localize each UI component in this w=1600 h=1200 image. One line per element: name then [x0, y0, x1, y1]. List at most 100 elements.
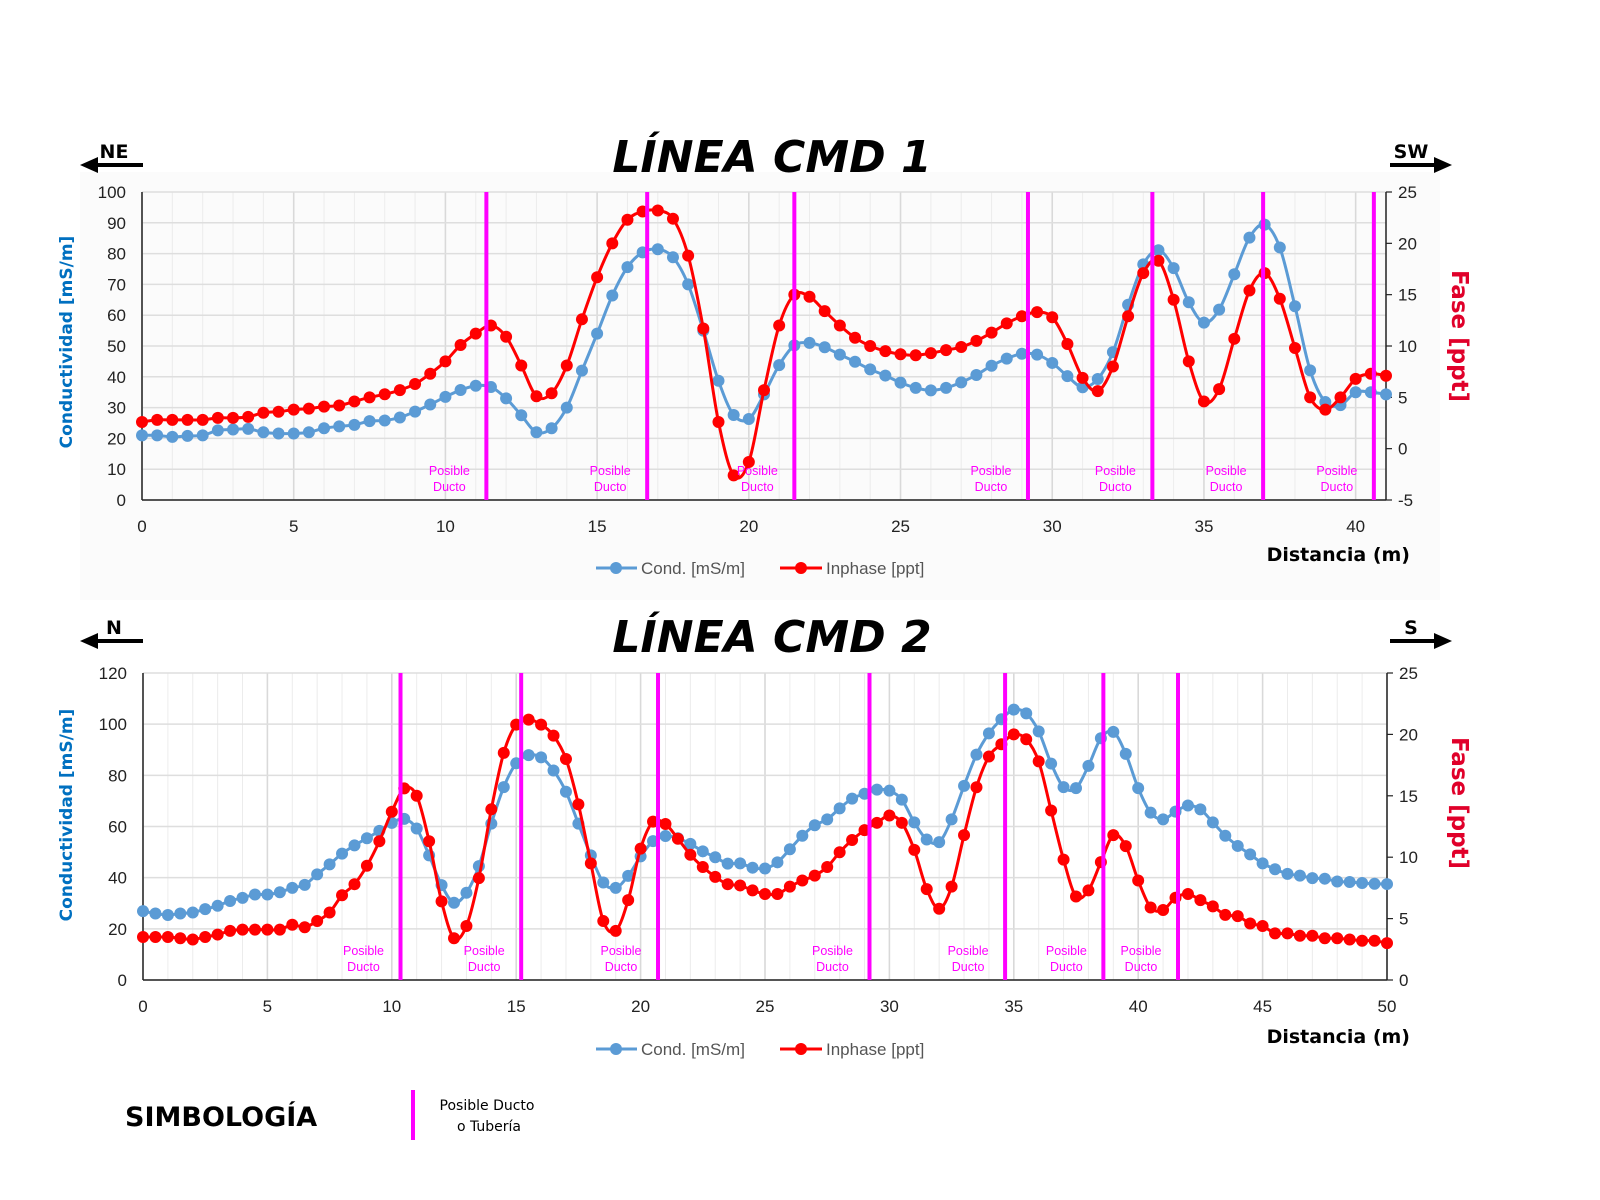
- data-point: [360, 832, 373, 845]
- x-tick-label: 40: [1346, 517, 1365, 536]
- data-point: [166, 413, 179, 426]
- data-point: [771, 856, 784, 869]
- data-point: [497, 746, 510, 759]
- arrow-left-icon: [80, 157, 143, 173]
- y2-tick-label: 20: [1398, 234, 1417, 253]
- data-point: [597, 915, 610, 928]
- data-point: [161, 931, 174, 944]
- data-point: [287, 427, 300, 440]
- data-point: [409, 377, 422, 390]
- data-point: [248, 923, 261, 936]
- direction-right-label: SW: [1394, 141, 1429, 163]
- ducto-label: Posible: [343, 944, 384, 958]
- data-point: [1356, 934, 1369, 947]
- data-point: [186, 933, 199, 946]
- chart-2-plot: 0 20 40 60 80 100 120 0 5 10 15 20 25 0 5 10 15 20 25 30 35 4…: [99, 664, 1418, 1059]
- data-point: [161, 909, 174, 922]
- data-point: [363, 391, 376, 404]
- y2-tick-label: 25: [1399, 664, 1418, 683]
- ducto-label: Ducto: [433, 480, 466, 494]
- data-point: [833, 319, 846, 332]
- legend: Cond. [mS/m] Inphase [ppt]: [596, 559, 924, 578]
- data-point: [1318, 872, 1331, 885]
- data-point: [783, 843, 796, 856]
- y-tick-label: 0: [118, 971, 127, 990]
- data-point: [1046, 311, 1059, 324]
- data-point: [410, 822, 423, 835]
- data-point: [1244, 848, 1257, 861]
- ducto-label: Posible: [812, 944, 853, 958]
- data-point: [336, 889, 349, 902]
- data-point: [211, 899, 224, 912]
- data-point: [1144, 901, 1157, 914]
- data-point: [373, 835, 386, 848]
- data-point: [1000, 352, 1013, 365]
- y2-tick-label: 25: [1398, 183, 1417, 202]
- data-point: [1349, 386, 1362, 399]
- data-point: [272, 427, 285, 440]
- data-point: [323, 858, 336, 871]
- ducto-label: Ducto: [1099, 480, 1132, 494]
- data-point: [833, 802, 846, 815]
- series-inphase: [136, 204, 1392, 482]
- data-point: [286, 918, 299, 931]
- data-point: [773, 359, 786, 372]
- data-point: [257, 406, 270, 419]
- data-point: [515, 359, 528, 372]
- data-point: [199, 931, 212, 944]
- data-point: [454, 384, 467, 397]
- data-point: [286, 881, 299, 894]
- data-point: [242, 422, 255, 435]
- y-tick-label: 100: [98, 183, 126, 202]
- data-point: [302, 402, 315, 415]
- data-point: [181, 429, 194, 442]
- data-point: [697, 322, 710, 335]
- data-point: [136, 415, 148, 428]
- x-tick-label: 10: [382, 997, 401, 1016]
- data-point: [746, 884, 759, 897]
- y-tick-label: 120: [99, 664, 127, 683]
- data-point: [1256, 919, 1269, 932]
- data-point: [659, 829, 672, 842]
- data-point: [318, 422, 331, 435]
- data-point: [727, 469, 740, 482]
- data-point: [1152, 254, 1165, 267]
- data-point: [883, 784, 896, 797]
- data-point: [1228, 268, 1241, 281]
- data-point: [584, 857, 597, 870]
- data-point: [609, 881, 622, 894]
- data-point: [393, 411, 406, 424]
- ducto-label: Ducto: [816, 960, 849, 974]
- data-point: [1007, 728, 1020, 741]
- data-point: [1219, 829, 1232, 842]
- data-point: [360, 859, 373, 872]
- data-point: [1045, 804, 1058, 817]
- data-point: [1206, 900, 1219, 913]
- data-point: [149, 907, 162, 920]
- y2-axis-title: Fase [ppt]: [1446, 737, 1472, 869]
- x-tick-label: 20: [631, 997, 650, 1016]
- symbology: SIMBOLOGÍA Posible Ducto o Tubería: [125, 1090, 534, 1140]
- data-point: [137, 905, 149, 918]
- data-point: [684, 848, 697, 861]
- data-point: [311, 915, 324, 928]
- y-tick-label: 40: [107, 368, 126, 387]
- data-point: [759, 862, 771, 875]
- data-point: [958, 829, 971, 842]
- data-point: [803, 336, 816, 349]
- legend-inphase-marker: [795, 562, 807, 574]
- data-point: [1046, 356, 1059, 369]
- data-point: [808, 819, 821, 832]
- data-point: [1343, 933, 1356, 946]
- data-point: [945, 880, 958, 893]
- y2-tick-label: 10: [1398, 337, 1417, 356]
- direction-left-label: N: [106, 617, 122, 639]
- data-point: [298, 921, 311, 934]
- data-point: [1288, 342, 1301, 355]
- data-point: [1070, 782, 1082, 795]
- data-point: [348, 395, 361, 408]
- data-point: [1306, 929, 1319, 942]
- data-point: [530, 426, 543, 439]
- data-point: [515, 409, 528, 422]
- data-point: [460, 886, 473, 899]
